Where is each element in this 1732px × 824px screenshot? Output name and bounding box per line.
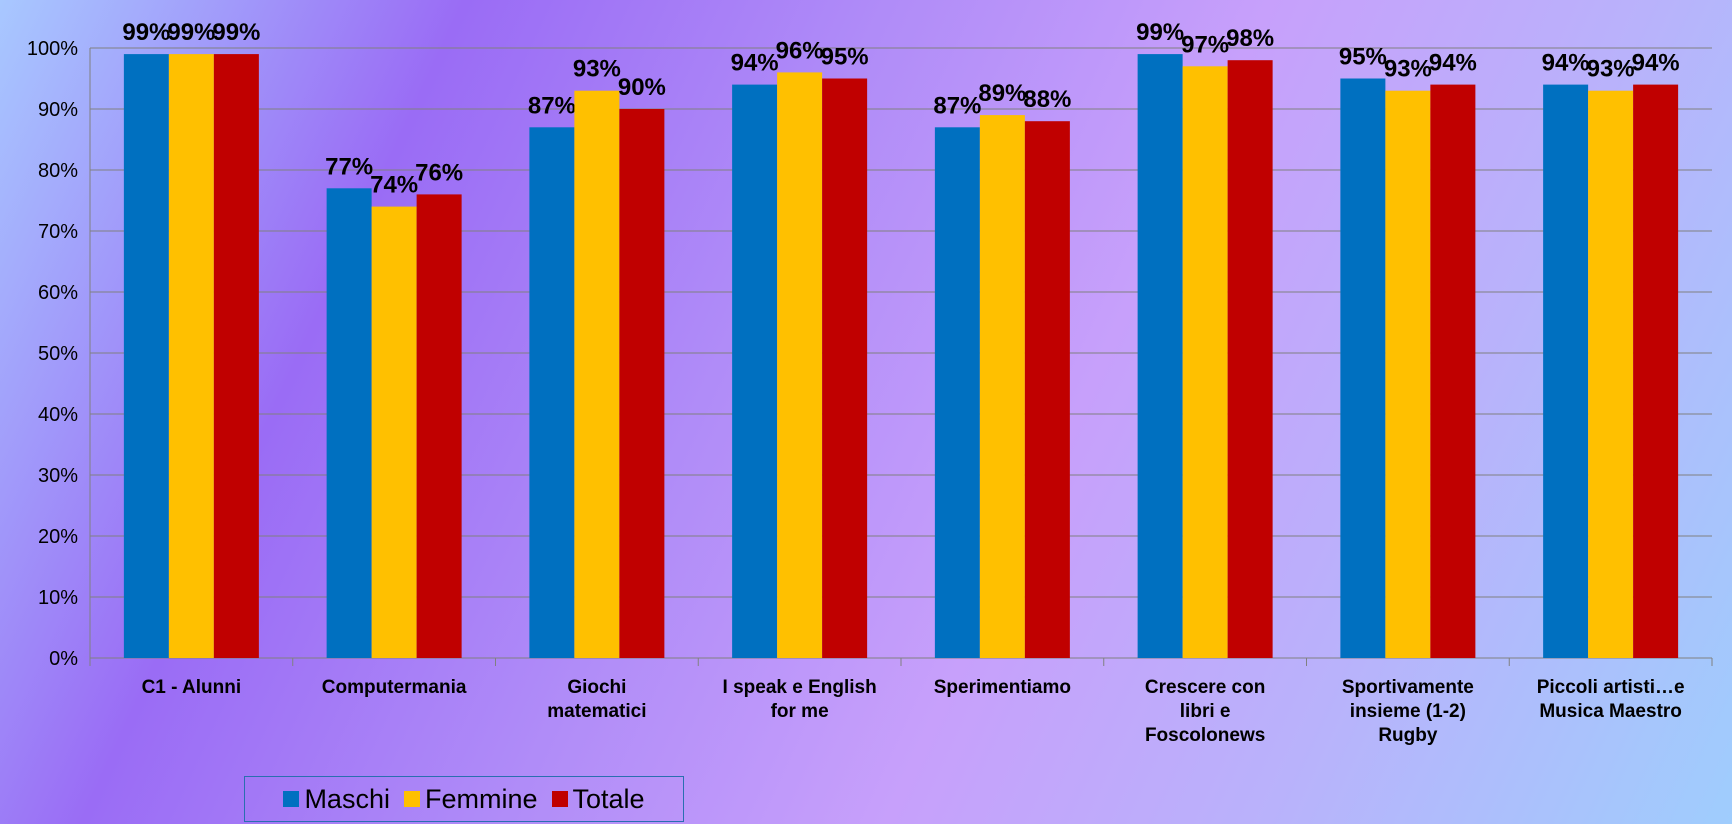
y-tick-label: 30%: [38, 465, 78, 487]
category-label: Giochi: [567, 677, 626, 698]
bar: [1543, 84, 1589, 659]
category-label: Piccoli artisti…e: [1537, 677, 1685, 698]
bar: [574, 90, 620, 658]
category-label: C1 - Alunni: [142, 677, 242, 698]
legend-label: Totale: [572, 783, 645, 814]
data-label: 89%: [978, 80, 1026, 107]
data-label: 90%: [618, 74, 666, 101]
data-label: 95%: [821, 44, 869, 71]
y-tick-label: 60%: [38, 282, 78, 304]
data-label: 96%: [776, 37, 824, 64]
y-tick-label: 90%: [38, 99, 78, 121]
bar: [1340, 78, 1386, 658]
data-label: 93%: [1587, 56, 1635, 83]
category-label: libri e: [1180, 701, 1231, 722]
bar: [123, 54, 169, 659]
bar: [1137, 54, 1183, 659]
data-label: 77%: [325, 153, 373, 180]
bar: [1227, 60, 1273, 658]
bar: [529, 127, 575, 659]
data-label: 88%: [1023, 86, 1071, 113]
category-label: I speak e English: [723, 677, 877, 698]
data-label: 99%: [122, 19, 170, 46]
data-label: 93%: [573, 56, 621, 83]
category-label: matematici: [547, 701, 646, 722]
data-label: 97%: [1181, 31, 1229, 58]
y-tick-label: 0%: [49, 648, 78, 670]
data-label: 98%: [1226, 25, 1274, 52]
legend-swatch: [283, 791, 300, 807]
bar: [979, 115, 1025, 659]
bar: [416, 194, 462, 658]
data-label: 94%: [1429, 50, 1477, 77]
bar: [934, 127, 980, 659]
y-tick-label: 50%: [38, 343, 78, 365]
data-label: 95%: [1339, 44, 1387, 71]
legend-item: Femmine: [403, 783, 538, 815]
bar: [1430, 84, 1476, 659]
data-label: 87%: [933, 92, 981, 119]
legend-item: Totale: [551, 783, 645, 815]
legend-label: Femmine: [424, 783, 538, 814]
y-tick-label: 40%: [38, 404, 78, 426]
legend-swatch: [551, 791, 568, 807]
bar: [168, 54, 214, 659]
bar: [213, 54, 259, 659]
category-label: Crescere con: [1145, 677, 1265, 698]
bar: [619, 109, 665, 658]
y-tick-label: 20%: [38, 526, 78, 548]
category-label: Sportivamente: [1342, 677, 1474, 698]
category-label: Computermania: [322, 677, 467, 698]
y-tick-label: 10%: [38, 587, 78, 609]
bar: [1588, 90, 1634, 658]
bar: [777, 72, 823, 658]
data-label: 99%: [1136, 19, 1184, 46]
legend-item: Maschi: [283, 784, 390, 815]
bar: [1024, 121, 1070, 658]
category-label: for me: [771, 701, 829, 722]
y-tick-label: 100%: [27, 38, 78, 60]
legend-label: Maschi: [304, 783, 390, 814]
data-label: 76%: [415, 159, 463, 186]
category-label: Musica Maestro: [1539, 701, 1682, 722]
data-label: 87%: [528, 92, 576, 119]
bar-chart: 0%10%20%30%40%50%60%70%80%90%100%99%99%9…: [27, 19, 1713, 746]
bar: [1633, 84, 1679, 659]
data-label: 74%: [370, 172, 418, 199]
chart-legend: Maschi Femmine Totale: [244, 776, 684, 822]
legend-swatch: [403, 791, 420, 807]
data-label: 94%: [731, 50, 779, 77]
data-label: 99%: [212, 19, 260, 46]
data-label: 94%: [1542, 50, 1590, 77]
bar: [732, 84, 778, 659]
bar: [371, 206, 417, 658]
bar: [822, 78, 868, 658]
data-label: 94%: [1632, 50, 1680, 77]
data-label: 93%: [1384, 56, 1432, 83]
bar: [1385, 90, 1431, 658]
bar: [326, 188, 372, 659]
y-tick-label: 80%: [38, 160, 78, 182]
category-label: Foscolonews: [1145, 725, 1265, 746]
data-label: 99%: [167, 19, 215, 46]
category-label: Sperimentiamo: [934, 677, 1071, 698]
category-label: Rugby: [1378, 725, 1438, 746]
category-label: insieme (1-2): [1350, 701, 1466, 722]
bar: [1182, 66, 1228, 659]
y-tick-label: 70%: [38, 221, 78, 243]
